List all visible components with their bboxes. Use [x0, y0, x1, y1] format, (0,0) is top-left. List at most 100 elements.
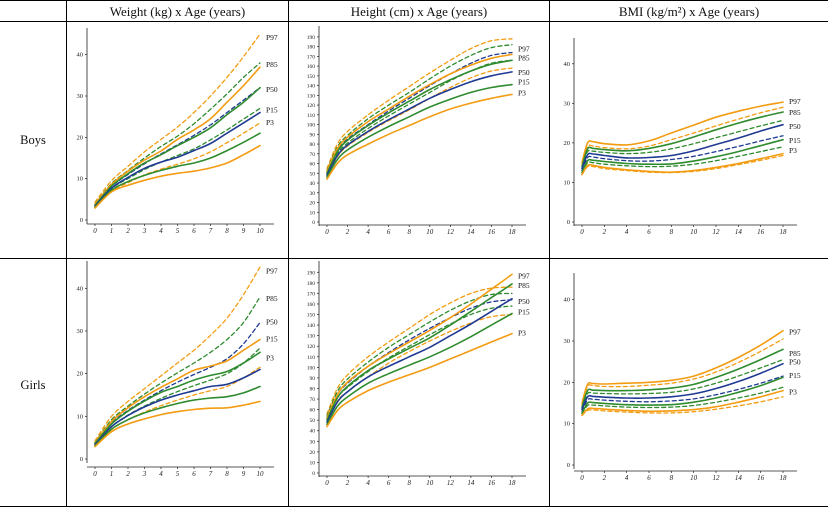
percentile-label-p50: P50 [789, 122, 801, 131]
x-tick-label: 3 [142, 470, 147, 478]
series-line-p15 [581, 138, 784, 174]
x-tick-label: 0 [325, 479, 329, 487]
series-line-green-dashed [94, 62, 261, 205]
col-divider-3 [549, 0, 550, 507]
x-tick-label: 3 [142, 227, 147, 235]
x-tick-label: 6 [647, 228, 651, 236]
row-label-boys: Boys [20, 133, 46, 147]
series-line-p85 [581, 348, 784, 408]
row-label-girls: Girls [20, 378, 46, 392]
percentile-label-p3: P3 [789, 146, 797, 155]
y-tick-label: 170 [307, 54, 316, 60]
x-tick-label: 0 [93, 227, 97, 235]
y-tick-label: 90 [310, 132, 316, 138]
y-tick-label: 20 [77, 134, 84, 141]
x-tick-label: 14 [735, 474, 743, 482]
header-bmi: BMI (kg/m²) x Age (years) [618, 4, 760, 19]
x-tick-label: 16 [757, 228, 765, 236]
series-line-p50 [581, 362, 784, 410]
y-tick-label: 0 [567, 462, 570, 469]
y-tick-label: 30 [310, 191, 316, 197]
percentile-label-p85: P85 [266, 60, 278, 69]
percentile-label-p50: P50 [518, 297, 530, 306]
series-line-p97 [94, 66, 261, 206]
series-line-green-dashed [326, 44, 513, 172]
percentile-label-p50: P50 [266, 85, 278, 94]
y-tick-label: 150 [307, 74, 316, 80]
x-tick-label: 6 [192, 470, 196, 478]
x-tick-label: 9 [242, 227, 246, 235]
x-tick-label: 10 [257, 227, 265, 235]
y-tick-label: 50 [310, 171, 316, 177]
series-line-p3 [94, 144, 261, 209]
y-tick-label: 110 [307, 355, 315, 361]
y-tick-label: 160 [307, 302, 316, 308]
col-divider-1 [66, 0, 67, 507]
y-tick-label: 140 [307, 323, 316, 329]
series-line-blue-dashed [94, 321, 261, 445]
percentile-label-p97: P97 [789, 328, 801, 337]
percentile-label-p85: P85 [789, 108, 801, 117]
series-line-p50 [94, 111, 261, 208]
x-tick-label: 1 [110, 227, 114, 235]
percentile-label-p15: P15 [266, 335, 278, 344]
y-tick-label: 10 [310, 210, 316, 216]
y-tick-label: 0 [312, 471, 315, 477]
percentile-label-p15: P15 [789, 371, 801, 380]
x-tick-label: 5 [176, 227, 180, 235]
x-tick-label: 8 [225, 470, 229, 478]
x-tick-label: 1 [110, 470, 114, 478]
y-tick-label: 30 [564, 100, 571, 107]
series-line-blue-dashed [581, 375, 784, 412]
series-line-p50 [581, 123, 784, 170]
y-tick-label: 30 [77, 328, 84, 335]
x-tick-label: 2 [346, 228, 350, 236]
x-tick-label: 6 [192, 227, 196, 235]
y-tick-label: 30 [310, 439, 316, 445]
x-tick-label: 14 [735, 228, 743, 236]
series-line-p15 [94, 132, 261, 208]
x-tick-label: 4 [625, 228, 629, 236]
percentile-label-p50: P50 [266, 317, 278, 326]
chart-girls-weight: 0 10 20 30 40 0 1 2 3 4 5 6 7 8 9 10 P97 P85 P50 P15 P3 [77, 261, 278, 478]
x-tick-label: 4 [366, 228, 370, 236]
y-tick-label: 190 [307, 35, 316, 41]
y-tick-label: 170 [307, 291, 316, 297]
x-tick-label: 12 [447, 479, 455, 487]
percentile-label-p97: P97 [518, 45, 530, 54]
y-tick-label: 0 [80, 217, 83, 224]
y-tick-label: 0 [312, 220, 315, 226]
series-line-p50 [326, 297, 513, 424]
percentile-label-p3: P3 [518, 329, 526, 338]
x-tick-label: 14 [467, 228, 475, 236]
series-line-p85 [94, 351, 261, 445]
y-tick-label: 100 [307, 365, 316, 371]
series-line-green-dashed [581, 146, 784, 174]
y-tick-label: 50 [310, 418, 316, 424]
chart-boys-height: 0102030405060708090100110120130140150160… [307, 26, 530, 236]
x-tick-label: 6 [387, 228, 391, 236]
series-line-orange-dashed [581, 154, 784, 176]
y-tick-label: 40 [564, 61, 571, 68]
series-line-p85 [326, 283, 513, 421]
x-tick-label: 12 [447, 228, 455, 236]
y-tick-label: 60 [310, 408, 316, 414]
y-tick-label: 140 [307, 84, 316, 90]
y-tick-label: 20 [77, 371, 84, 378]
series-line-green-dashed [581, 358, 784, 408]
y-tick-label: 120 [307, 103, 316, 109]
x-tick-label: 9 [242, 470, 246, 478]
y-tick-label: 160 [307, 64, 316, 70]
x-tick-label: 14 [467, 479, 475, 487]
bottom-rule [0, 506, 828, 507]
series-line-p97 [581, 101, 784, 164]
y-tick-label: 40 [564, 297, 571, 304]
series-line-p3 [581, 152, 784, 176]
series-line-orange-dashed [326, 286, 513, 415]
x-tick-label: 7 [209, 470, 213, 478]
x-tick-label: 0 [580, 228, 584, 236]
x-tick-label: 4 [366, 479, 370, 487]
series-line-green-dashed [581, 386, 784, 414]
series-line-orange-dashed [581, 396, 784, 417]
